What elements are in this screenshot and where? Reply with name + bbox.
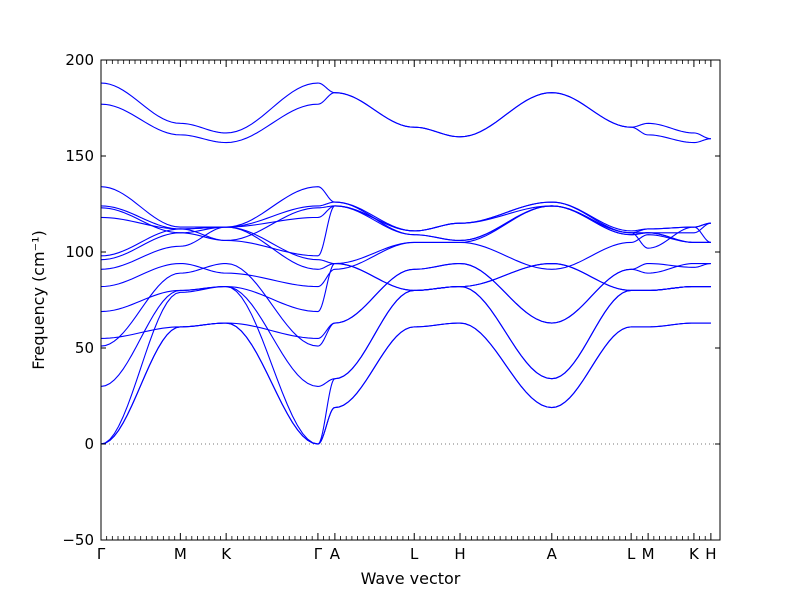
y-axis-label: Frequency (cm⁻¹): [29, 230, 48, 369]
x-tick-label: A: [547, 545, 558, 563]
band-lines: [100, 82, 711, 445]
y-tick-label: 100: [65, 243, 94, 261]
x-tick-label: K: [689, 545, 700, 563]
x-tick-label: L: [410, 545, 419, 563]
x-tick-label: M: [174, 545, 187, 563]
x-tick-label: K: [221, 545, 232, 563]
x-tick-label: M: [642, 545, 655, 563]
x-tick-label: L: [627, 545, 636, 563]
y-axis-ticks: −50 0 50 100 150 200: [62, 51, 720, 549]
x-tick-label: H: [454, 545, 465, 563]
y-tick-label: 0: [84, 435, 94, 453]
x-tick-label: Γ: [97, 545, 106, 563]
x-tick-label: H: [705, 545, 716, 563]
band-15: [100, 186, 711, 232]
band-17: [100, 82, 711, 140]
plot-frame: [100, 59, 721, 541]
x-axis-label: Wave vector: [361, 569, 461, 588]
band-6: [100, 262, 711, 339]
x-minor-ticks: [106, 60, 706, 540]
y-tick-label: −50: [62, 531, 94, 549]
y-tick-label: 150: [65, 147, 94, 165]
x-tick-label: Γ: [314, 545, 323, 563]
y-tick-label: 200: [65, 51, 94, 69]
y-tick-label: 50: [75, 339, 94, 357]
x-tick-label: A: [330, 545, 341, 563]
band-9: [100, 226, 711, 291]
